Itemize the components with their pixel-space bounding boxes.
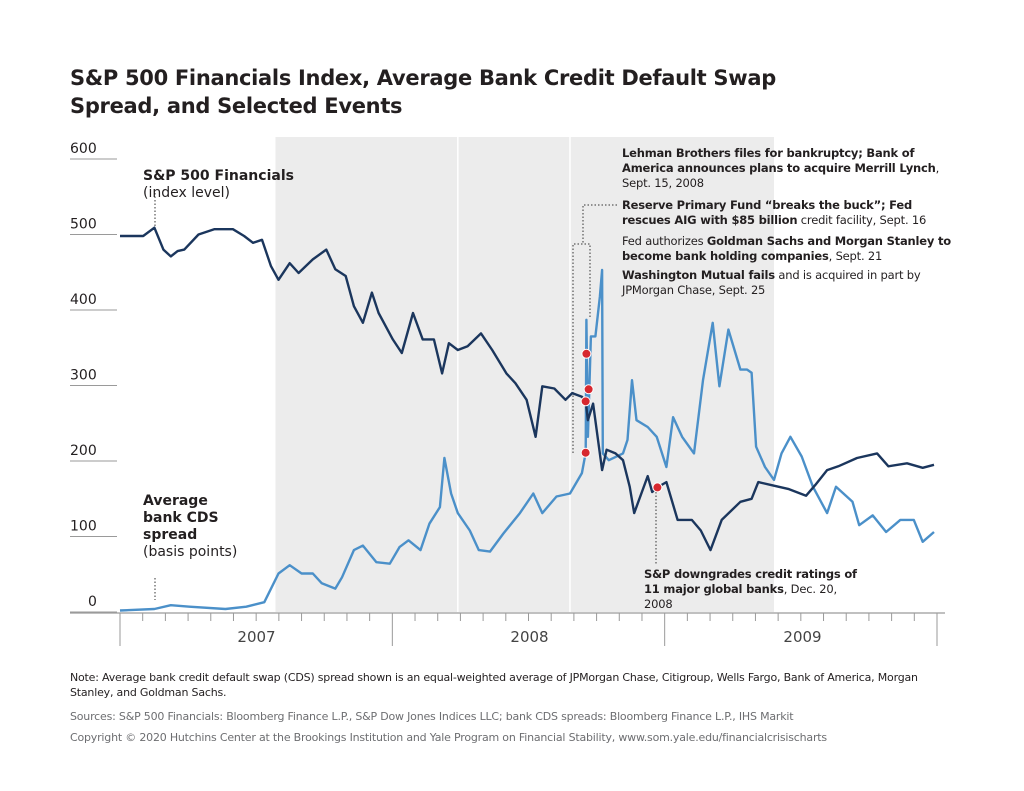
shaded-period [570,137,775,612]
y-tick-label: 500 [70,217,97,233]
financials-line [120,226,935,552]
shaded-period [275,137,458,612]
footer-copyright: Copyright © 2020 Hutchins Center at the … [70,731,827,744]
x-tick-label: 2008 [510,628,548,646]
x-axis: 2007 2008 2009 [70,612,945,646]
annotation-reserve-aig: Reserve Primary Fund “breaks the buck”; … [622,198,952,228]
annotation-sp-downgrade: S&P downgrades credit ratings of 11 majo… [644,567,864,612]
y-tick-label: 400 [70,292,97,308]
annotation-wamu: Washington Mutual fails and is acquired … [622,268,922,298]
annotation-text: , Sept. 21 [828,249,883,263]
cds-series-label: Average bank CDS spread (basis points) [143,493,237,561]
financials-label-name: S&P 500 Financials [143,168,294,184]
cds-label-unit: (basis points) [143,544,238,560]
event-marker-dot [583,384,594,395]
event-marker-dot [581,348,592,359]
annotation-text: , Sept. 15, 2008 [622,161,940,190]
annotation-connectors [154,193,657,600]
footer-note: Note: Average bank credit default swap (… [70,671,918,699]
annotation-text: and is acquired in part by JPMorgan Chas… [622,268,921,297]
series-lines [119,226,935,612]
annotation-text: Fed authorizes [622,234,707,248]
annotation-text: Lehman Brothers files for bankruptcy; Ba… [622,146,936,175]
y-tick-label: 0 [88,594,97,610]
y-tick-label: 100 [70,519,97,535]
x-tick-label: 2007 [237,628,275,646]
cds-label-line: Average [143,493,208,509]
event-marker-dot [652,482,663,493]
annotation-text: , Dec. 20, 2008 [644,582,837,611]
event-box-connector [572,243,591,453]
annotation-text: Washington Mutual fails [622,268,775,282]
event-marker-dot [580,396,591,407]
annotation-text: credit facility, Sept. 16 [797,213,927,227]
cds-label-line: spread [143,527,198,543]
financials-label-unit: (index level) [143,185,230,201]
y-tick-label: 200 [70,443,97,459]
y-axis: 0 100 200 300 400 500 600 [70,141,117,613]
event-marker-dot [580,447,591,458]
footer-sources: Sources: S&P 500 Financials: Bloomberg F… [70,710,794,723]
annotation-text: Reserve Primary Fund “breaks the buck”; … [622,198,912,227]
annotation-text: S&P downgrades credit ratings of 11 majo… [644,567,857,596]
chart-title: S&P 500 Financials Index, Average Bank C… [70,66,776,118]
cds-label-line: bank CDS [143,510,219,526]
financials-series-label: S&P 500 Financials (index level) [143,168,294,202]
event-markers [580,348,663,493]
x-tick-label: 2009 [783,628,821,646]
annotation-goldman-morgan: Fed authorizes Goldman Sachs and Morgan … [622,234,957,264]
reserve-connector [582,204,617,244]
annotation-text: Goldman Sachs and Morgan Stanley to beco… [622,234,951,263]
annotation-lehman: Lehman Brothers files for bankruptcy; Ba… [622,146,952,191]
shaded-period [458,137,570,612]
y-tick-label: 600 [70,141,97,157]
y-tick-label: 300 [70,368,97,384]
cds-line [119,268,935,612]
shaded-periods [275,137,775,612]
